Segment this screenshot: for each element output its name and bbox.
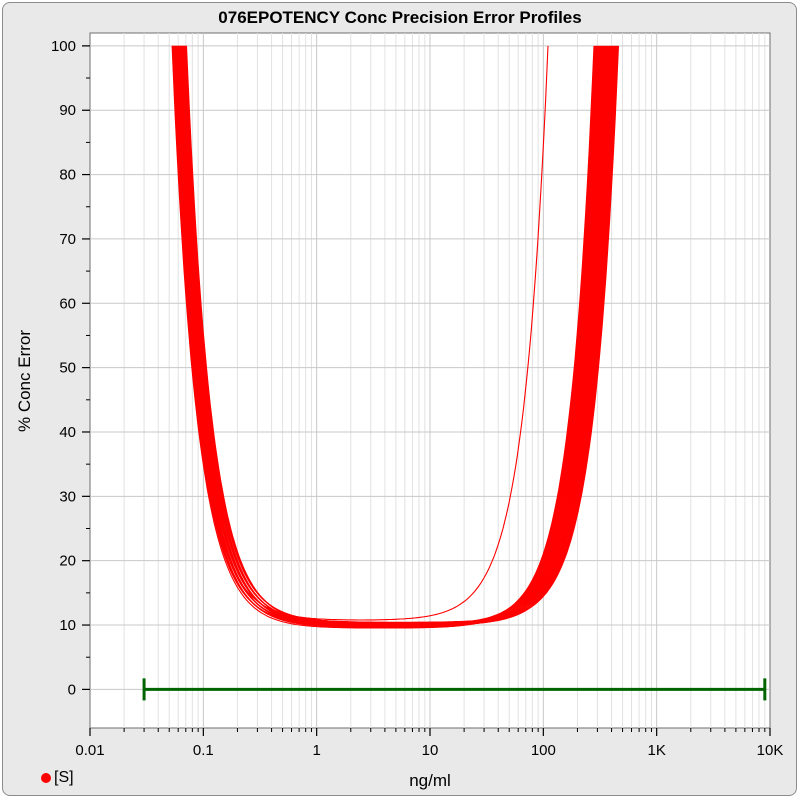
- y-axis-label: % Conc Error: [15, 330, 34, 432]
- axis-ticks: 0.01 0.1 1 10 100 1K 10K 0 10 20 30 40 50 60 70 80 90 100: [51, 38, 783, 759]
- x-tick-label: 1K: [647, 742, 665, 759]
- y-tick-label: 40: [59, 424, 76, 441]
- chart-title: 076EPOTENCY Conc Precision Error Profile…: [218, 8, 581, 27]
- error-profile-line: [185, 45, 598, 625]
- y-tick-label: 90: [59, 102, 76, 119]
- x-axis-label: ng/ml: [409, 771, 451, 790]
- y-tick-label: 70: [59, 231, 76, 248]
- x-tick-label: 0.01: [75, 742, 104, 759]
- legend: [S]: [41, 769, 74, 787]
- y-tick-label: 10: [59, 617, 76, 634]
- error-profile-curves: [171, 45, 620, 629]
- y-tick-label: 50: [59, 360, 76, 377]
- chart-svg: 076EPOTENCY Conc Precision Error Profile…: [15, 8, 783, 790]
- y-tick-label: 100: [51, 38, 76, 55]
- y-tick-label: 80: [59, 167, 76, 184]
- x-tick-label: 0.1: [193, 742, 214, 759]
- x-tick-label: 100: [531, 742, 556, 759]
- x-tick-label: 10: [422, 742, 439, 759]
- legend-marker: [41, 773, 51, 783]
- range-bar: [142, 678, 767, 701]
- error-profile-outlier-line: [173, 45, 549, 621]
- x-tick-label: 1: [312, 742, 320, 759]
- x-tick-label: 10K: [757, 742, 784, 759]
- y-tick-label: 0: [68, 681, 76, 698]
- y-tick-label: 60: [59, 295, 76, 312]
- legend-label: [S]: [54, 769, 74, 786]
- error-profile-line: [183, 45, 597, 626]
- y-tick-label: 30: [59, 488, 76, 505]
- y-tick-label: 20: [59, 553, 76, 570]
